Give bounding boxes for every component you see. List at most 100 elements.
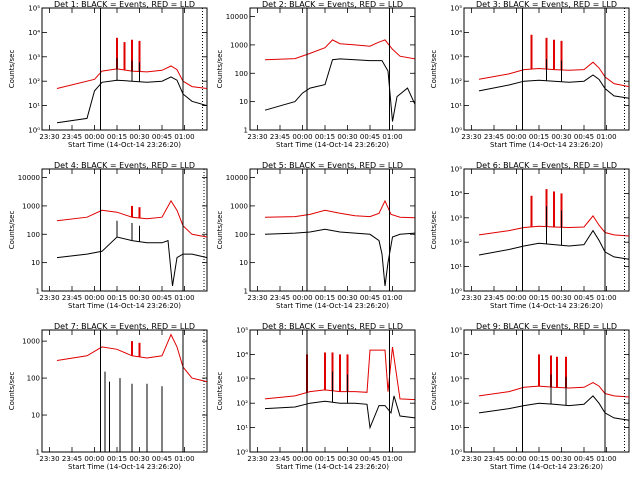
y-tick-label: 10⁰ (450, 288, 462, 296)
panel-title: Det 9: BLACK = Events, RED = LLD (476, 322, 617, 331)
x-tick-label: 00:30 (337, 294, 357, 302)
series-line-black (478, 395, 629, 421)
y-tick-label: 1000 (22, 338, 40, 346)
plot-frame (41, 7, 208, 131)
panel-det-7: Det 7: BLACK = Events, RED = LLD 1 10 100 10… (8, 322, 208, 471)
y-tick-label: 10⁴ (236, 351, 248, 359)
y-tick-label: 10⁰ (450, 127, 462, 135)
y-tick-label: 10⁴ (450, 351, 462, 359)
plot-frame (41, 329, 208, 453)
x-tick-label: 23:45 (270, 455, 290, 463)
plot-area (56, 8, 207, 130)
x-axis-label: Start Time (14-Oct-14 23:26:20) (68, 463, 181, 471)
x-tick-label: 00:30 (551, 133, 571, 141)
x-tick-label: 00:00 (506, 455, 526, 463)
y-tick-label: 100 (27, 231, 40, 239)
y-axis-label: Counts/sec (430, 372, 438, 411)
x-tick-label: 00:15 (107, 455, 127, 463)
series-line-red (264, 347, 415, 401)
y-tick-label: 10000 (18, 174, 40, 182)
series-line-red (56, 333, 207, 383)
y-tick-label: 10¹ (236, 424, 248, 432)
plot-area (264, 169, 415, 291)
y-tick-label: 1 (244, 288, 248, 296)
x-tick-label: 01:00 (174, 294, 194, 302)
x-tick-label: 00:45 (360, 133, 380, 141)
x-tick-label: 23:30 (247, 133, 267, 141)
x-tick-label: 01:00 (382, 294, 402, 302)
series-line-black (478, 229, 629, 260)
panel-det-9: Det 9: BLACK = Events, RED = LLD 10⁰ 10¹ 10… (430, 322, 630, 471)
y-axis-label: Counts/sec (8, 372, 16, 411)
y-tick-label: 10⁵ (236, 327, 248, 335)
x-tick-label: 00:30 (551, 294, 571, 302)
y-tick-label: 10⁵ (450, 5, 462, 13)
panel-title: Det 1: BLACK = Events, RED = LLD (54, 0, 195, 9)
y-tick-label: 10³ (28, 53, 40, 61)
panel-title: Det 3: BLACK = Events, RED = LLD (476, 0, 617, 9)
x-tick-label: 23:45 (270, 133, 290, 141)
x-tick-label: 00:15 (107, 133, 127, 141)
y-tick-label: 10 (239, 259, 248, 267)
x-axis-label: Start Time (14-Oct-14 23:26:20) (276, 141, 389, 149)
y-tick-label: 10⁵ (28, 5, 40, 13)
x-tick-label: 01:00 (596, 294, 616, 302)
y-tick-label: 10² (236, 400, 248, 408)
y-tick-label: 10² (450, 239, 462, 247)
y-tick-label: 10000 (226, 13, 248, 21)
series-line-black (478, 74, 629, 99)
x-tick-label: 23:45 (62, 455, 82, 463)
x-tick-label: 23:30 (39, 133, 59, 141)
x-tick-label: 00:45 (574, 294, 594, 302)
panel-det-6: Det 6: BLACK = Events, RED = LLD 10⁰ 10¹ 10… (430, 161, 630, 310)
y-tick-label: 10 (31, 259, 40, 267)
x-tick-label: 01:00 (174, 455, 194, 463)
panel-det-2: Det 2: BLACK = Events, RED = LLD 1 10 100 10… (216, 0, 416, 149)
y-tick-label: 1000 (22, 202, 40, 210)
panel-det-8: Det 8: BLACK = Events, RED = LLD 10⁰ 10¹ 10… (216, 322, 416, 471)
series-line-red (56, 65, 207, 90)
x-axis-label: Start Time (14-Oct-14 23:26:20) (68, 141, 181, 149)
series-line-red (478, 61, 629, 88)
y-tick-label: 10⁰ (236, 449, 248, 457)
panel-title: Det 7: BLACK = Events, RED = LLD (54, 322, 195, 331)
plot-area (264, 330, 415, 452)
y-tick-label: 100 (235, 231, 248, 239)
x-tick-label: 01:00 (596, 133, 616, 141)
plot-frame (41, 168, 208, 292)
y-axis-label: Counts/sec (430, 50, 438, 89)
y-tick-label: 10⁵ (450, 327, 462, 335)
x-axis-label: Start Time (14-Oct-14 23:26:20) (68, 302, 181, 310)
x-tick-label: 01:00 (174, 133, 194, 141)
panel-title: Det 4: BLACK = Events, RED = LLD (54, 161, 195, 170)
x-axis-label: Start Time (14-Oct-14 23:26:20) (276, 463, 389, 471)
series-line-black (264, 58, 415, 122)
y-tick-label: 100 (27, 375, 40, 383)
plot-frame (463, 329, 630, 453)
x-tick-label: 23:45 (62, 133, 82, 141)
series-line-red (264, 199, 415, 219)
x-tick-label: 23:45 (484, 455, 504, 463)
x-tick-label: 00:15 (529, 294, 549, 302)
x-tick-label: 23:30 (247, 455, 267, 463)
y-tick-label: 10⁰ (450, 449, 462, 457)
plot-frame (463, 7, 630, 131)
y-tick-label: 1 (36, 449, 40, 457)
y-tick-label: 10⁴ (450, 29, 462, 37)
x-tick-label: 23:45 (270, 294, 290, 302)
plot-frame (249, 7, 416, 131)
y-tick-label: 10¹ (28, 102, 40, 110)
x-tick-label: 23:30 (461, 455, 481, 463)
y-tick-label: 10⁴ (450, 190, 462, 198)
x-tick-label: 01:00 (382, 455, 402, 463)
x-tick-label: 00:30 (129, 294, 149, 302)
plot-frame (249, 168, 416, 292)
x-tick-label: 00:15 (107, 294, 127, 302)
y-tick-label: 10¹ (450, 263, 462, 271)
x-tick-label: 00:00 (84, 455, 104, 463)
x-tick-label: 00:45 (152, 294, 172, 302)
y-axis-label: Counts/sec (216, 50, 224, 89)
series-line-red (478, 215, 629, 237)
x-tick-label: 23:45 (484, 294, 504, 302)
